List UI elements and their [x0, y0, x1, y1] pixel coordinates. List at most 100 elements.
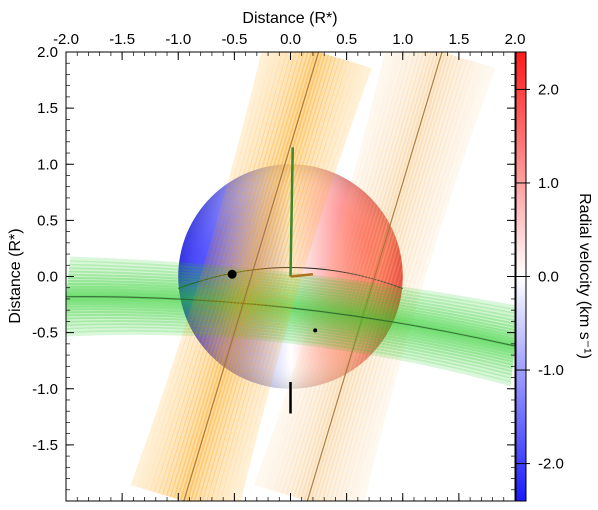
markers	[227, 147, 318, 414]
orbit-band-b-trace	[273, 52, 411, 493]
orbit-band-c-trace	[66, 295, 515, 350]
orbit-band-c-trace	[69, 260, 515, 315]
orbit-band-a-trace	[176, 52, 317, 501]
orbit-band-b-trace	[289, 52, 429, 498]
orbit-band-b-trace	[268, 52, 406, 491]
orbit-band-b-trace	[317, 54, 456, 501]
colorbar-ticks: 2.0 1.0 0.0 -1.0 -2.0	[516, 81, 564, 473]
orbit-band-a-trace	[230, 64, 367, 501]
orbit-band-b-trace	[285, 52, 424, 497]
orbit-band-c-trace	[68, 270, 515, 325]
orbit-band-a-trace	[140, 52, 278, 490]
orbit-band-c-trace	[66, 310, 514, 366]
orbit-band-b-trace	[277, 52, 416, 494]
orbit-band-c-trace	[68, 267, 515, 322]
orbit-band-b-trace	[313, 53, 453, 501]
orbit-band-a-trace	[182, 52, 323, 501]
orbit-band-a-trace	[158, 52, 297, 495]
x-axis-title: Distance (R*)	[242, 10, 337, 27]
orbit-band-c-trace	[66, 285, 515, 340]
orbit-band-c-trace	[66, 329, 512, 387]
orbit-band-c-trace	[66, 316, 514, 373]
orbit-band-a-trace	[225, 63, 362, 501]
projected-axis	[290, 273, 314, 278]
orbit-band-c-trace	[66, 302, 515, 358]
orbit-band-a-trace	[154, 52, 292, 494]
y-tick-label: -1.5	[32, 437, 58, 454]
orbit-band-b-trace	[348, 63, 486, 501]
position-marker-small	[313, 328, 318, 333]
orbit-band-c-trace	[66, 300, 515, 355]
y-axis-ticks: 2.0 1.5 1.0 0.5 0.0 -0.5 -1.0 -1.5	[32, 44, 515, 491]
orbit-band-c-trace	[66, 305, 515, 360]
orbit-band-a-trace	[135, 52, 272, 489]
orbit-band-b-trace	[259, 52, 396, 489]
orbit-band-c-trace	[66, 323, 513, 379]
y-tick-label: 1.5	[37, 100, 58, 117]
orbit-band-a-trace	[210, 59, 349, 501]
orbit-band-a-trace	[193, 54, 333, 501]
orbit-band-c-trace	[66, 308, 515, 363]
orbit-band-c-trace	[66, 288, 515, 343]
orbit-band-a-trace	[145, 52, 283, 491]
orbit-band-a-trace	[179, 52, 320, 501]
y-tick-label: 0.0	[37, 269, 58, 286]
y-tick-label: 2.0	[37, 44, 58, 61]
colorbar-tick-label: 0.0	[538, 269, 559, 286]
orbit-band-a-trace	[169, 52, 309, 499]
orbit-band-b-trace	[296, 52, 436, 500]
orbit-band-b-trace	[359, 66, 496, 501]
orbit-band-c-trace	[69, 263, 515, 318]
x-tick-label: 0.0	[280, 31, 301, 48]
y-tick-label: -0.5	[32, 325, 58, 342]
orbit-band-c-trace	[66, 326, 512, 383]
x-tick-label: 0.5	[336, 31, 357, 48]
orbit-band-a-trace	[149, 52, 287, 493]
position-marker-large	[227, 269, 237, 279]
y-tick-label: 1.0	[37, 156, 58, 173]
orbit-band-c-trace	[66, 290, 515, 346]
orbit-band-b-trace	[306, 52, 446, 501]
orbit-band-b-trace	[343, 62, 481, 501]
x-tick-label: 2.0	[505, 31, 526, 48]
orbit-band-c	[66, 256, 515, 387]
orbit-band-b-trace	[303, 52, 443, 501]
x-tick-label: 1.5	[448, 31, 469, 48]
colorbar-tick-label: -1.0	[538, 362, 564, 379]
orbit-band-a-trace	[235, 66, 372, 501]
orbit-band-c-trace	[66, 292, 515, 348]
orbit-band-b-trace	[334, 59, 472, 501]
x-tick-label: -1.0	[165, 31, 191, 48]
orbit-band-c-centerline	[66, 296, 515, 347]
x-axis-top-ticks: -2.0 -1.5 -1.0 -0.5 0.0 0.5 1.0 1.5 2.0	[53, 31, 525, 501]
orbit-band-b-trace	[339, 60, 477, 501]
orbit-band-c-trace	[66, 313, 514, 369]
orbit-band-b-trace	[254, 52, 391, 487]
orbit-band-a	[130, 52, 372, 501]
orbit-band-a-trace	[173, 52, 313, 500]
orbit-band-a-trace	[220, 62, 358, 501]
y-tick-label: -1.0	[32, 381, 58, 398]
orbit-band-a-trace	[166, 52, 305, 498]
colorbar-tick-label: 2.0	[538, 81, 559, 98]
y-tick-label: 0.5	[37, 212, 58, 229]
x-tick-label: -2.0	[53, 31, 79, 48]
orbit-band-a-trace	[197, 55, 337, 501]
orbit-band-b-trace	[329, 58, 468, 501]
orbit-band-c-trace	[66, 297, 515, 353]
projected-axis	[289, 147, 294, 277]
colorbar-title: Radial velocity (km s⁻¹)	[576, 193, 593, 359]
orbit-bands	[66, 52, 515, 501]
x-tick-label: 1.0	[392, 31, 413, 48]
orbit-band-c-trace	[68, 273, 515, 328]
orbit-band-b-trace	[353, 64, 491, 501]
orbit-band-b-trace	[309, 52, 450, 501]
orbit-band-a-trace	[190, 53, 330, 501]
orbit-band-c-trace	[67, 280, 515, 335]
orbit-band-b-trace	[321, 55, 460, 501]
orbit-band-a-centerline	[183, 52, 320, 501]
x-tick-label: -0.5	[221, 31, 247, 48]
colorbar-tick-label: -2.0	[538, 456, 564, 473]
y-axis-title: Distance (R*)	[7, 228, 24, 323]
